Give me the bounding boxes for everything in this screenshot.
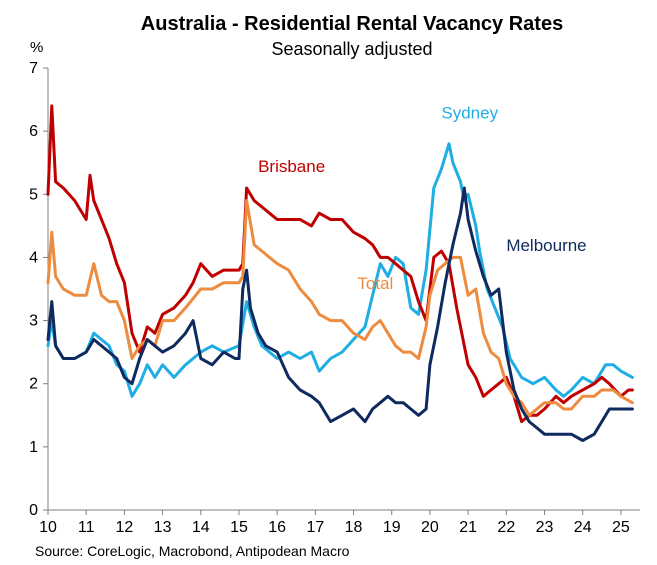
x-tick-label: 14: [192, 519, 210, 536]
y-tick-label: 0: [29, 502, 38, 519]
series-label-melbourne: Melbourne: [506, 236, 586, 255]
y-tick-label: 6: [29, 123, 38, 140]
series-line-sydney: [46, 142, 634, 398]
series-line-melbourne: [46, 186, 634, 442]
y-tick-label: 1: [29, 439, 38, 456]
x-tick-label: 10: [39, 519, 57, 536]
series-labels: Sydney Brisbane Total Melbourne: [258, 104, 587, 293]
series-lines: [46, 104, 634, 442]
x-tick-label: 12: [115, 519, 133, 536]
x-tick-label: 13: [154, 519, 172, 536]
x-axis-ticks: 10 11 12 13 14 15 16 17 18 19 20 21 22 23 24 25: [39, 510, 630, 536]
source-note: Source: CoreLogic, Macrobond, Antipodean…: [35, 543, 350, 559]
x-tick-label: 22: [497, 519, 515, 536]
x-tick-label: 19: [383, 519, 401, 536]
y-tick-label: 4: [29, 249, 38, 266]
y-tick-label: 5: [29, 186, 38, 203]
x-tick-label: 20: [421, 519, 439, 536]
x-tick-label: 15: [230, 519, 248, 536]
x-tick-label: 11: [78, 519, 95, 536]
chart-title: Australia - Residential Rental Vacancy R…: [141, 13, 563, 35]
series-label-total: Total: [357, 274, 393, 293]
x-tick-label: 24: [574, 519, 592, 536]
y-axis-ticks: 0 1 2 3 4 5 6 7: [29, 60, 48, 519]
series-label-sydney: Sydney: [441, 104, 498, 123]
x-tick-label: 23: [536, 519, 554, 536]
x-tick-label: 16: [268, 519, 286, 536]
y-tick-label: 2: [29, 376, 38, 393]
x-tick-label: 25: [612, 519, 630, 536]
x-tick-label: 17: [306, 519, 324, 536]
x-tick-label: 18: [345, 519, 363, 536]
x-tick-label: 21: [459, 519, 477, 536]
y-tick-label: 7: [29, 60, 38, 77]
series-label-brisbane: Brisbane: [258, 157, 325, 176]
chart-subtitle: Seasonally adjusted: [271, 39, 432, 59]
y-axis-unit: %: [30, 39, 43, 56]
y-tick-label: 3: [29, 313, 38, 330]
series-line-total: [46, 199, 634, 417]
